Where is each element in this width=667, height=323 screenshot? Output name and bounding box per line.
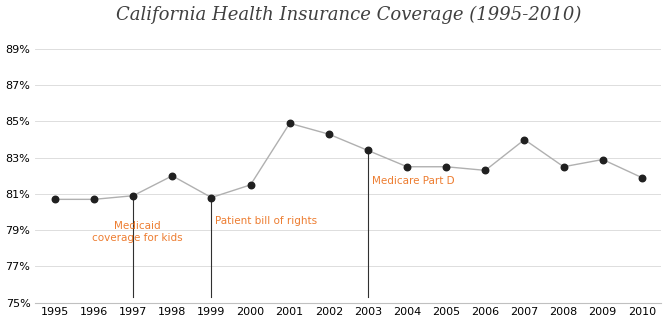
Text: Medicare Part D: Medicare Part D [372,176,454,186]
Point [89,197,99,202]
Point [245,182,256,187]
Point [480,168,491,173]
Text: Patient bill of rights: Patient bill of rights [215,216,317,226]
Point [441,164,452,169]
Point [402,164,412,169]
Point [206,195,217,200]
Point [598,157,608,162]
Point [519,137,530,142]
Point [323,131,334,137]
Point [167,173,177,178]
Point [558,164,569,169]
Point [284,121,295,126]
Point [363,148,374,153]
Point [49,197,60,202]
Point [636,175,647,180]
Title: California Health Insurance Coverage (1995-2010): California Health Insurance Coverage (19… [115,5,581,24]
Text: Medicaid
coverage for kids: Medicaid coverage for kids [92,221,182,244]
Point [128,193,139,198]
